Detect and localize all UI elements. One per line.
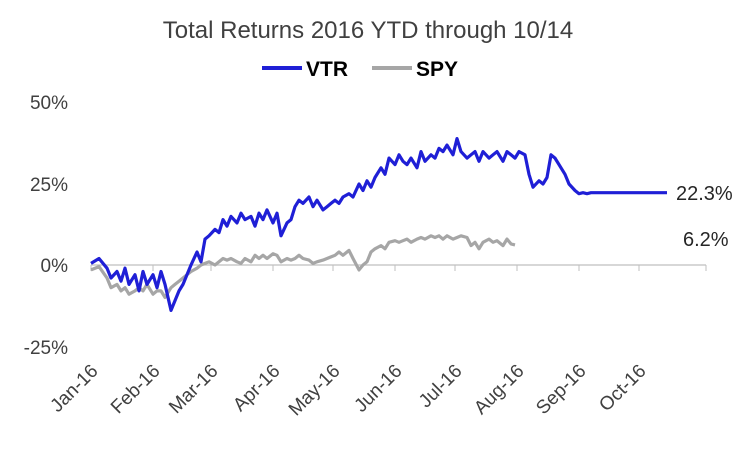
y-tick-label: -25% (24, 338, 68, 359)
x-tick-label: Oct-16 (595, 361, 650, 416)
x-tick-label: Jun-16 (351, 361, 407, 417)
chart-title: Total Returns 2016 YTD through 10/14 (163, 17, 573, 44)
x-tick-label: May-16 (285, 361, 345, 421)
x-tick-label: Jul-16 (415, 361, 466, 412)
x-tick-label: Mar-16 (165, 361, 222, 418)
x-tick-label: Sep-16 (532, 361, 590, 419)
x-tick-label: Aug-16 (470, 361, 528, 419)
y-tick-label: 0% (41, 256, 69, 277)
x-tick-label: Feb-16 (107, 361, 164, 418)
x-tick-label: Jan-16 (47, 361, 103, 417)
series-line-vtr (90, 137, 667, 312)
legend-label-spy: SPY (416, 58, 458, 81)
series-line-spy (90, 234, 516, 299)
x-tick-label: Apr-16 (229, 361, 284, 416)
end-label-spy: 6.2% (683, 229, 729, 251)
legend-label-vtr: VTR (306, 58, 348, 81)
y-axis-ticks: 50% 25% 0% -25% (24, 93, 68, 359)
y-tick-label: 25% (30, 175, 68, 196)
y-tick-label: 50% (30, 93, 68, 114)
series-layer (90, 137, 667, 312)
end-label-vtr: 22.3% (676, 183, 733, 205)
legend: VTR SPY (262, 58, 458, 81)
